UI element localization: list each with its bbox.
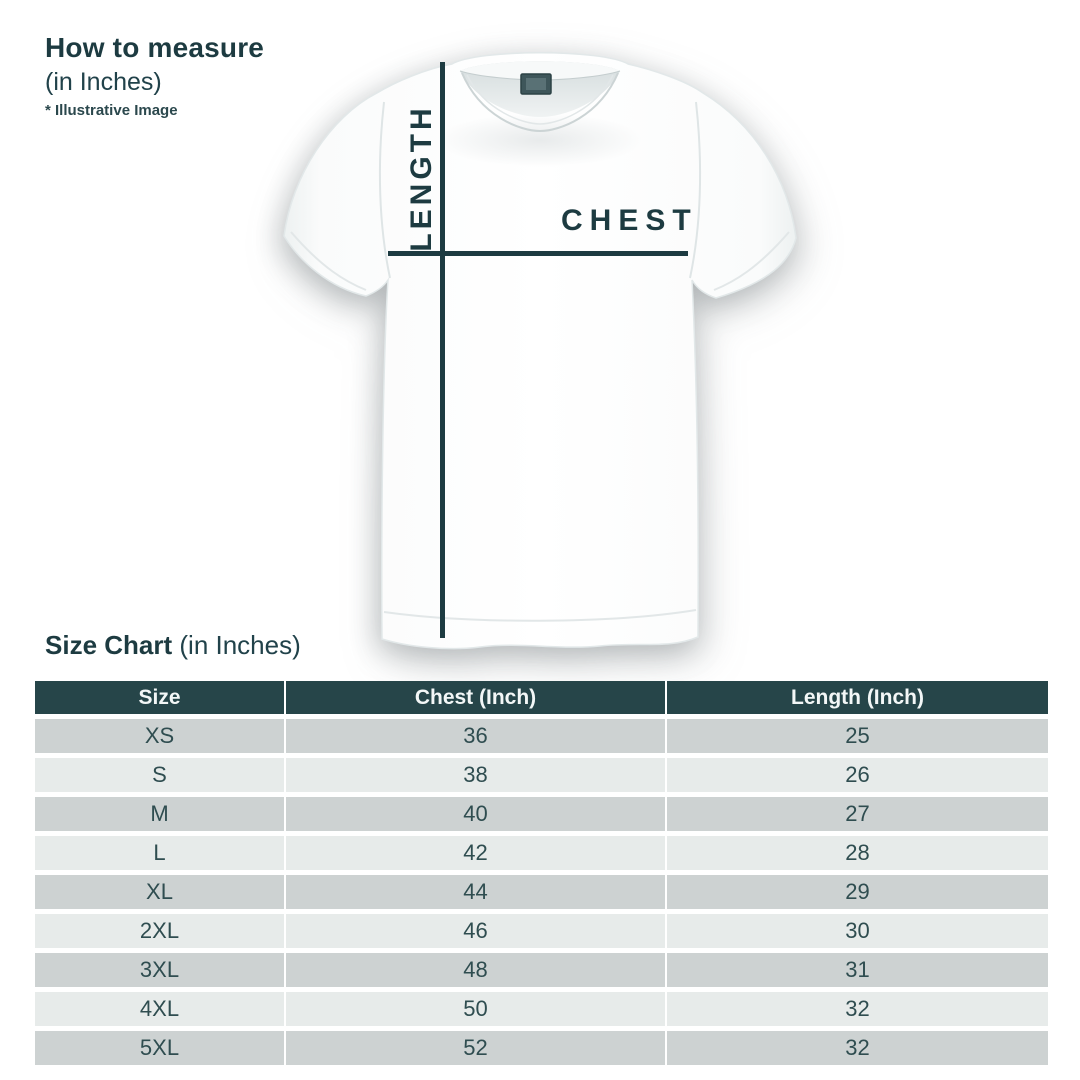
cell-length: 26 [667,758,1048,792]
cell-size: 2XL [35,914,284,948]
cell-size: 5XL [35,1031,284,1065]
chest-measure-line [388,251,688,256]
tshirt-body [283,52,797,650]
page-subtitle: (in Inches) [45,68,162,96]
cell-length: 27 [667,797,1048,831]
cell-chest: 38 [286,758,665,792]
neck-opening [460,61,620,117]
col-header-length: Length (Inch) [667,681,1048,714]
length-label: LENGTH [405,104,438,252]
cell-length: 32 [667,992,1048,1026]
cell-size: XL [35,875,284,909]
col-header-size: Size [35,681,284,714]
cell-chest: 40 [286,797,665,831]
col-header-chest: Chest (Inch) [286,681,665,714]
chest-label: CHEST [561,204,698,237]
cell-size: M [35,797,284,831]
page-title: How to measure [45,32,265,63]
cell-length: 32 [667,1031,1048,1065]
size-chart-title: Size Chart [45,630,173,660]
length-measure-line [440,62,445,638]
cell-size: L [35,836,284,870]
cell-length: 30 [667,914,1048,948]
size-chart-title-suffix: (in Inches) [172,630,301,660]
cell-chest: 36 [286,719,665,753]
size-chart-heading: Size Chart (in Inches) [45,630,301,661]
cell-size: 3XL [35,953,284,987]
cell-chest: 52 [286,1031,665,1065]
cell-size: XS [35,719,284,753]
cell-length: 28 [667,836,1048,870]
illustrative-note: * Illustrative Image [45,102,178,119]
size-table: Size Chest (Inch) Length (Inch) XS 36 25… [35,681,1048,1065]
cell-length: 25 [667,719,1048,753]
cell-size: 4XL [35,992,284,1026]
cell-length: 29 [667,875,1048,909]
cell-chest: 48 [286,953,665,987]
cell-chest: 44 [286,875,665,909]
cell-chest: 46 [286,914,665,948]
collar-tag [520,73,552,95]
cell-size: S [35,758,284,792]
cell-chest: 50 [286,992,665,1026]
cell-chest: 42 [286,836,665,870]
cell-length: 31 [667,953,1048,987]
